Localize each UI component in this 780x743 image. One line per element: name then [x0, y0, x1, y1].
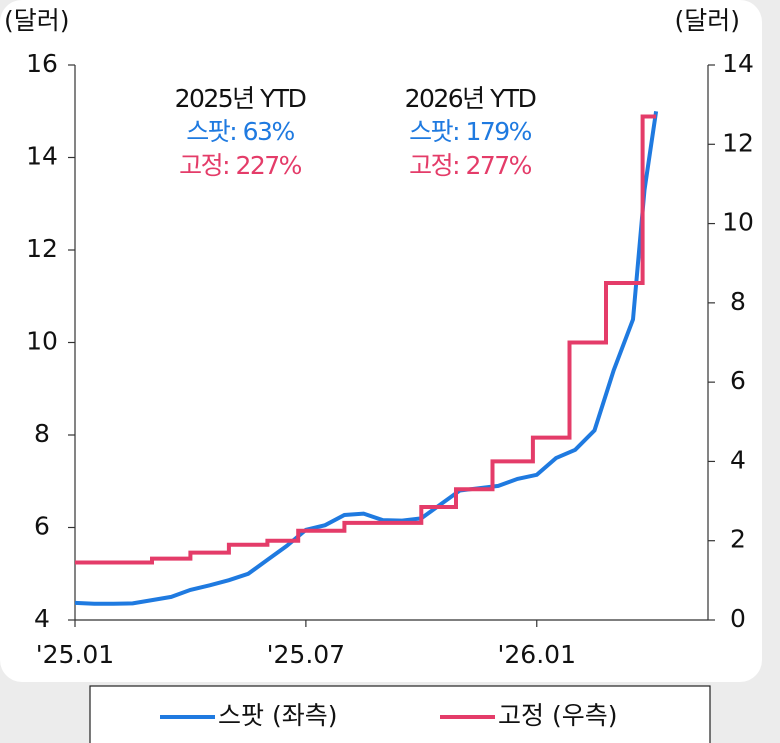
y2-unit: (달러) [674, 6, 740, 35]
annotation-title: 2025년 YTD [175, 84, 306, 113]
y2-tick-label: 8 [730, 287, 746, 316]
y-tick-label: 8 [34, 419, 50, 448]
y2-tick-label: 4 [730, 445, 746, 474]
y2-tick-label: 14 [722, 49, 754, 78]
series-line [75, 114, 657, 565]
y-tick-label: 16 [26, 49, 58, 78]
y-tick-label: 14 [26, 142, 58, 171]
y2-tick-label: 0 [730, 604, 746, 633]
annotation-spot: 스팟: 63% [186, 117, 294, 146]
y-tick-label: 4 [34, 604, 50, 633]
annotation-fixed: 고정: 227% [179, 151, 302, 180]
annotation-spot: 스팟: 179% [409, 117, 532, 146]
y-tick-label: 12 [26, 234, 58, 263]
y-tick-label: 10 [26, 327, 58, 356]
y2-tick-label: 6 [730, 366, 746, 395]
x-tick-label: '26.01 [498, 640, 576, 669]
annotation-fixed: 고정: 277% [409, 151, 532, 180]
x-tick-label: '25.01 [36, 640, 114, 669]
panel [0, 0, 762, 682]
annotation-title: 2026년 YTD [405, 84, 536, 113]
y2-tick-label: 2 [730, 525, 746, 554]
y2-tick-label: 12 [722, 128, 754, 157]
legend-label: 스팟 (좌측) [218, 701, 337, 730]
y-unit: (달러) [4, 6, 70, 35]
legend-label: 고정 (우측) [498, 701, 617, 730]
series-line [74, 111, 659, 606]
y2-tick-label: 10 [722, 208, 754, 237]
legend-box [89, 685, 711, 743]
x-tick-label: '25.07 [267, 640, 345, 669]
y-tick-label: 6 [34, 512, 50, 541]
